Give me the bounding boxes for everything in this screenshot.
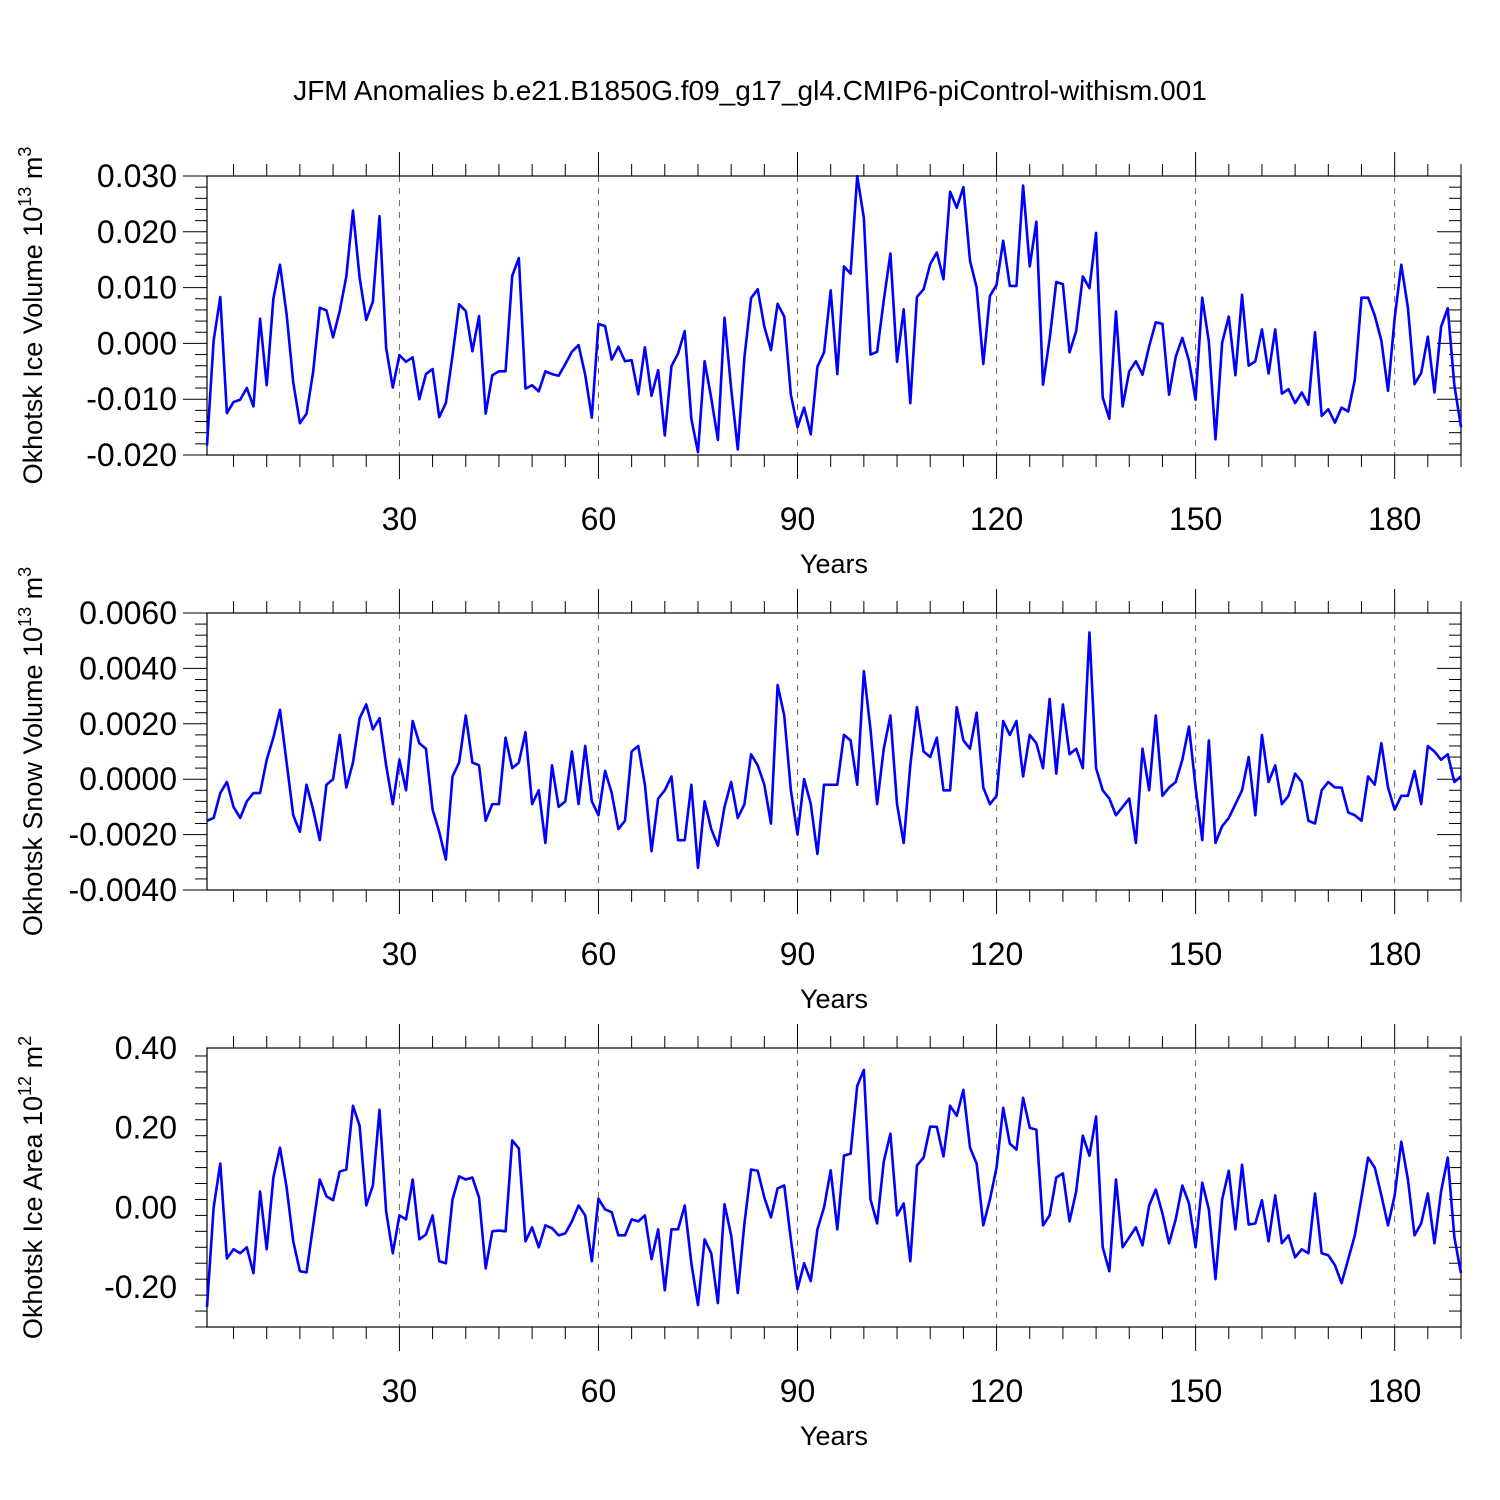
ice-area-y-axis-label: Okhotsk Ice Area 1012 m2 xyxy=(15,1036,48,1339)
snow-volume-xtick-label: 180 xyxy=(1368,936,1421,972)
ice-volume-ytick-label: -0.010 xyxy=(86,381,177,417)
snow-volume-ytick-label: -0.0020 xyxy=(68,817,177,853)
ice-area-panel: 30 60 90 120 150 180 Years -0.20 0.00 0.20 0.40 Okh… xyxy=(15,1024,1463,1451)
ice-area-ytick-label: 0.00 xyxy=(115,1189,177,1225)
ice-area-x-axis-label: Years xyxy=(800,1421,868,1451)
snow-volume-ytick-label: -0.0040 xyxy=(68,872,177,908)
ice-volume-xtick-label: 60 xyxy=(581,501,617,537)
ice-volume-ytick-label: -0.020 xyxy=(86,437,177,473)
snow-volume-series-line xyxy=(206,631,1462,870)
ice-volume-x-axis-label: Years xyxy=(800,549,868,579)
ice-area-ytick-label: 0.40 xyxy=(115,1030,177,1066)
ice-area-xtick-label: 150 xyxy=(1169,1373,1222,1409)
chart-title: JFM Anomalies b.e21.B1850G.f09_g17_gl4.C… xyxy=(293,75,1207,106)
ice-volume-y-axis-label: Okhotsk Ice Volume 1013 m3 xyxy=(15,147,48,485)
ice-volume-panel: 30 60 90 120 150 180 Years -0.020 -0.010 0.000 0.0… xyxy=(15,147,1463,579)
ice-area-xtick-label: 60 xyxy=(581,1373,617,1409)
snow-volume-y-axis-label: Okhotsk Snow Volume 1013 m3 xyxy=(15,567,48,936)
ice-area-xtick-label: 30 xyxy=(382,1373,418,1409)
snow-volume-xtick-label: 60 xyxy=(581,936,617,972)
ice-volume-series-line xyxy=(205,174,1463,454)
ice-volume-ytick-label: 0.000 xyxy=(97,325,177,361)
snow-volume-ytick-label: 0.0040 xyxy=(79,650,177,686)
ice-volume-xtick-label: 180 xyxy=(1368,501,1421,537)
ice-area-ytick-label: -0.20 xyxy=(104,1269,177,1305)
snow-volume-xtick-label: 120 xyxy=(970,936,1023,972)
snow-volume-xtick-label: 90 xyxy=(780,936,816,972)
ice-volume-xtick-label: 30 xyxy=(382,501,418,537)
ice-volume-ytick-label: 0.020 xyxy=(97,214,177,250)
ice-volume-ytick-label: 0.010 xyxy=(97,270,177,306)
snow-volume-ytick-label: 0.0000 xyxy=(79,761,177,797)
snow-volume-ytick-label: 0.0020 xyxy=(79,706,177,742)
snow-volume-ytick-label: 0.0060 xyxy=(79,595,177,631)
ice-area-series-line xyxy=(205,1068,1463,1308)
ice-volume-xtick-label: 90 xyxy=(780,501,816,537)
ice-area-xtick-label: 90 xyxy=(780,1373,816,1409)
ice-volume-plot-frame xyxy=(206,175,1462,456)
ice-area-plot-frame xyxy=(206,1047,1462,1328)
ice-area-xtick-label: 180 xyxy=(1368,1373,1421,1409)
ice-area-ytick-label: 0.20 xyxy=(115,1110,177,1146)
ice-volume-xtick-label: 120 xyxy=(970,501,1023,537)
ice-volume-ytick-label: 0.030 xyxy=(97,158,177,194)
snow-volume-panel: 30 60 90 120 150 180 Years -0.0040 -0.0020 0.0000… xyxy=(15,567,1462,1014)
snow-volume-plot-frame xyxy=(206,612,1462,891)
snow-volume-x-axis-label: Years xyxy=(800,984,868,1014)
ice-volume-xtick-label: 150 xyxy=(1169,501,1222,537)
snow-volume-xtick-label: 150 xyxy=(1169,936,1222,972)
snow-volume-xtick-label: 30 xyxy=(382,936,418,972)
ice-area-xtick-label: 120 xyxy=(970,1373,1023,1409)
